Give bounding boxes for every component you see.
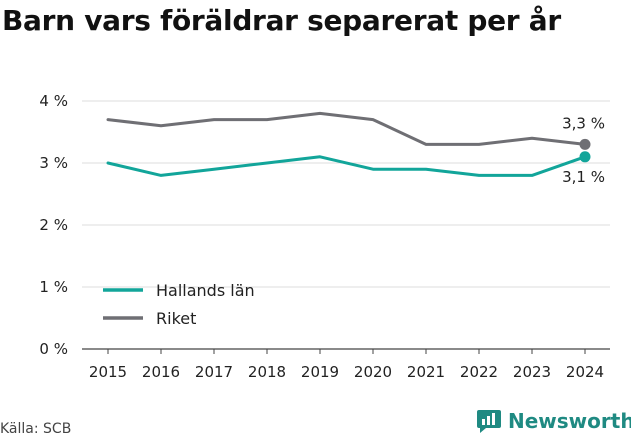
x-tick-label: 2015 bbox=[89, 363, 127, 381]
y-tick-label: 3 % bbox=[39, 154, 68, 172]
newsworthy-logo-icon bbox=[477, 410, 501, 433]
end-point-hallands-l-n bbox=[579, 151, 591, 163]
series-line-hallands-l-n bbox=[106, 155, 587, 177]
x-tick-label: 2020 bbox=[354, 363, 392, 381]
legend-label: Hallands län bbox=[156, 281, 255, 300]
source-note: Källa: SCB bbox=[0, 421, 72, 437]
x-tick-label: 2024 bbox=[566, 363, 604, 381]
brand-name: Newsworthy bbox=[508, 409, 631, 433]
y-tick-label: 4 % bbox=[39, 92, 68, 110]
x-tick-label: 2016 bbox=[142, 363, 180, 381]
x-tick-label: 2019 bbox=[301, 363, 339, 381]
x-tick-label: 2017 bbox=[195, 363, 233, 381]
chart-title: Barn vars föräldrar separerat per år bbox=[2, 4, 561, 37]
x-tick-label: 2023 bbox=[513, 363, 551, 381]
line-chart: 0 % 1 % 2 % 3 % 4 % 2015 2016 2017 2018 2019 2020 2… bbox=[39, 92, 610, 381]
end-value-label: 3,3 % bbox=[562, 114, 605, 132]
end-point-riket bbox=[579, 138, 591, 150]
y-tick-label: 1 % bbox=[39, 278, 68, 296]
legend-label: Riket bbox=[156, 309, 196, 328]
y-tick-label: 0 % bbox=[39, 340, 68, 358]
x-tick-label: 2018 bbox=[248, 363, 286, 381]
y-tick-label: 2 % bbox=[39, 216, 68, 234]
series-line-riket bbox=[106, 111, 587, 146]
x-tick-label: 2022 bbox=[460, 363, 498, 381]
end-value-label: 3,1 % bbox=[562, 168, 605, 186]
x-tick-label: 2021 bbox=[407, 363, 445, 381]
brand-logo: Newsworthy bbox=[476, 408, 631, 434]
